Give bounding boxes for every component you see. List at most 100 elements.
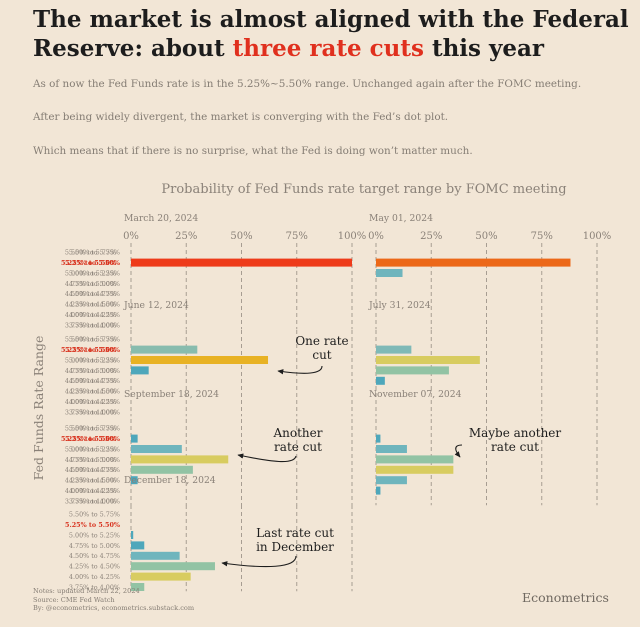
notes-byline: By: @econometrics, econometrics.substack… bbox=[33, 604, 195, 613]
panel-date-5: November 07, 2024 bbox=[369, 389, 462, 400]
annotation-line: Maybe another bbox=[469, 426, 562, 440]
annotation-line: Another bbox=[272, 426, 322, 440]
x-tick-label: 100% bbox=[338, 231, 367, 242]
bar bbox=[376, 486, 381, 495]
category-label: 5.50% to 5.75% bbox=[65, 249, 116, 257]
bar bbox=[131, 445, 182, 453]
category-label: 4.50% to 4.75% bbox=[69, 466, 120, 474]
bar bbox=[131, 356, 269, 364]
category-label: 4.25% to 4.50% bbox=[69, 477, 120, 485]
annotation-line: rate cut bbox=[274, 440, 322, 454]
category-label: 5.25% to 5.50% bbox=[65, 346, 120, 354]
category-label: 4.75% to 5.00% bbox=[65, 456, 116, 464]
brand-logo: Econometrics bbox=[522, 590, 609, 605]
bar bbox=[376, 269, 403, 277]
notes-source: Source: CME Fed Watch bbox=[33, 595, 115, 604]
x-tick-label: 50% bbox=[230, 231, 252, 242]
category-label: 4.00% to 4.25% bbox=[65, 487, 116, 495]
category-label: 3.75% to 4.00% bbox=[65, 497, 116, 505]
category-label: 4.75% to 5.00% bbox=[69, 542, 120, 550]
category-label: 4.00% to 4.25% bbox=[69, 573, 120, 581]
x-tick-label: 25% bbox=[175, 231, 197, 242]
category-label: 4.00% to 4.25% bbox=[65, 398, 116, 406]
annotation-line: One rate bbox=[295, 334, 348, 348]
bar bbox=[376, 455, 454, 464]
category-label: 3.75% to 4.00% bbox=[65, 408, 116, 416]
category-label: 5.50% to 5.75% bbox=[69, 425, 120, 433]
x-tick-label: 0% bbox=[368, 231, 384, 242]
bar bbox=[376, 376, 385, 385]
panel-date-0: March 20, 2024 bbox=[124, 213, 198, 224]
bar bbox=[376, 345, 412, 354]
category-label: 4.25% to 4.50% bbox=[69, 563, 120, 571]
annotation-text: Another rate cut bbox=[272, 426, 322, 454]
annotation-text: Last rate cut in December bbox=[256, 526, 334, 554]
bar bbox=[131, 551, 180, 560]
category-label: 4.50% to 4.75% bbox=[65, 290, 116, 298]
annotation-arrow bbox=[221, 555, 297, 568]
chart-notes: Notes: updated March 22, 2024 Source: CM… bbox=[33, 587, 194, 613]
headline-part2: this year bbox=[423, 35, 545, 62]
category-label: 5.00% to 5.25% bbox=[69, 531, 120, 539]
x-tick-label: 25% bbox=[420, 231, 442, 242]
panel-date-4: September 18, 2024 bbox=[124, 389, 219, 400]
category-label: 5.00% to 5.25% bbox=[65, 269, 116, 277]
notes-updated: Notes: updated March 22, 2024 bbox=[33, 587, 140, 595]
category-label: 4.75% to 5.00% bbox=[69, 456, 120, 464]
category-label: 4.00% to 4.25% bbox=[69, 487, 120, 495]
category-label: 4.75% to 5.00% bbox=[69, 367, 120, 375]
category-label: 5.50% to 5.75% bbox=[69, 511, 120, 519]
bar bbox=[376, 356, 480, 364]
bar bbox=[131, 476, 138, 485]
panel-date-2: June 12, 2024 bbox=[123, 300, 189, 311]
intro-paragraph-1: As of now the Fed Funds rate is in the 5… bbox=[33, 78, 582, 90]
category-label: 4.75% to 5.00% bbox=[65, 367, 116, 375]
category-label: 4.25% to 4.50% bbox=[65, 388, 116, 396]
bar bbox=[131, 541, 145, 550]
category-label: 5.25% to 5.50% bbox=[65, 521, 120, 529]
bar bbox=[131, 345, 198, 354]
category-label: 5.00% to 5.25% bbox=[69, 445, 120, 453]
category-label: 4.75% to 5.00% bbox=[69, 280, 120, 288]
x-tick-label: 75% bbox=[286, 231, 308, 242]
bar bbox=[131, 531, 134, 539]
category-label: 4.25% to 4.50% bbox=[69, 301, 120, 309]
intro-paragraph-2: After being widely divergent, the market… bbox=[33, 111, 449, 123]
y-axis-label: Fed Funds Rate Range bbox=[31, 336, 46, 481]
chart-title: Probability of Fed Funds rate target ran… bbox=[161, 182, 566, 197]
annotation-arrow bbox=[277, 365, 323, 375]
category-label: 5.50% to 5.75% bbox=[69, 249, 120, 257]
panel-date-1: May 01, 2024 bbox=[369, 213, 433, 224]
category-label: 4.50% to 4.75% bbox=[69, 552, 120, 560]
category-label: 4.00% to 4.25% bbox=[69, 398, 120, 406]
annotation-text: Maybe another rate cut bbox=[469, 426, 562, 454]
category-label: 5.00% to 5.25% bbox=[65, 356, 116, 364]
category-label: 5.25% to 5.50% bbox=[61, 346, 116, 354]
annotation-arrow bbox=[454, 444, 463, 458]
bar bbox=[376, 366, 449, 375]
bar bbox=[131, 562, 215, 571]
panel-date-6: December 18, 2024 bbox=[124, 475, 216, 486]
bar bbox=[131, 583, 145, 591]
category-label: 5.25% to 5.50% bbox=[61, 259, 116, 267]
bar bbox=[376, 476, 407, 485]
category-label: 5.50% to 5.75% bbox=[65, 425, 116, 433]
category-label: 3.75% to 4.00% bbox=[69, 408, 120, 416]
intro-paragraph-3: Which means that if there is no surprise… bbox=[33, 145, 473, 157]
category-label: 3.75% to 4.00% bbox=[69, 583, 120, 591]
category-label: 5.00% to 5.25% bbox=[65, 445, 116, 453]
category-label: 3.75% to 4.00% bbox=[69, 497, 120, 505]
category-label: 4.25% to 4.50% bbox=[65, 477, 116, 485]
x-tick-label: 0% bbox=[123, 231, 139, 242]
annotation-arrow bbox=[237, 453, 297, 463]
bar bbox=[131, 366, 149, 375]
annotation-line: rate cut bbox=[491, 440, 539, 454]
category-label: 4.00% to 4.25% bbox=[65, 311, 116, 319]
category-label: 3.75% to 4.00% bbox=[69, 321, 120, 329]
bar bbox=[131, 258, 352, 267]
x-tick-label: 50% bbox=[475, 231, 497, 242]
category-label: 4.00% to 4.25% bbox=[69, 311, 120, 319]
category-label: 4.25% to 4.50% bbox=[65, 301, 116, 309]
bar bbox=[131, 455, 229, 464]
